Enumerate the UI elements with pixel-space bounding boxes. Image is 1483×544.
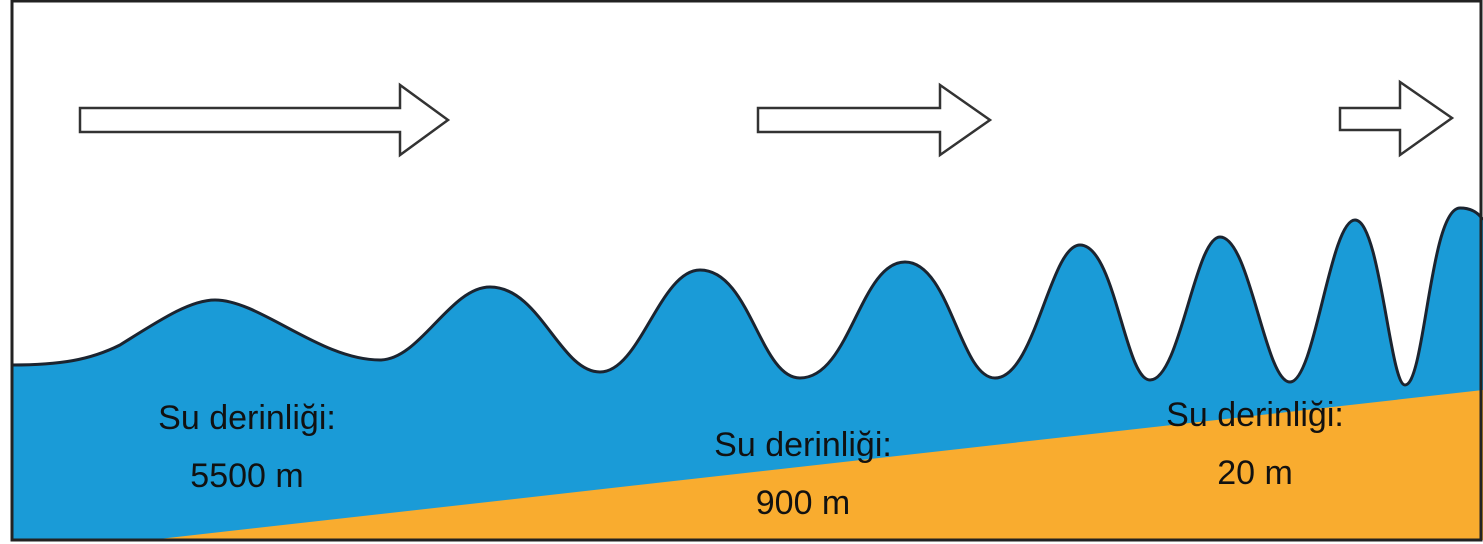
seabed xyxy=(150,390,1483,540)
depth-value: 20 m xyxy=(1217,454,1293,492)
depth-label: Su derinliği: xyxy=(714,426,892,464)
depth-value: 5500 m xyxy=(190,457,303,495)
frame xyxy=(10,0,1483,542)
arrow xyxy=(1338,79,1455,158)
arrow xyxy=(78,82,451,158)
depth-label: Su derinliği: xyxy=(1166,396,1344,434)
arrows xyxy=(78,79,1455,158)
arrow xyxy=(756,82,993,158)
depth-value: 900 m xyxy=(756,484,851,522)
wave-outline xyxy=(11,206,1483,387)
depth-label: Su derinliği: xyxy=(158,399,336,437)
